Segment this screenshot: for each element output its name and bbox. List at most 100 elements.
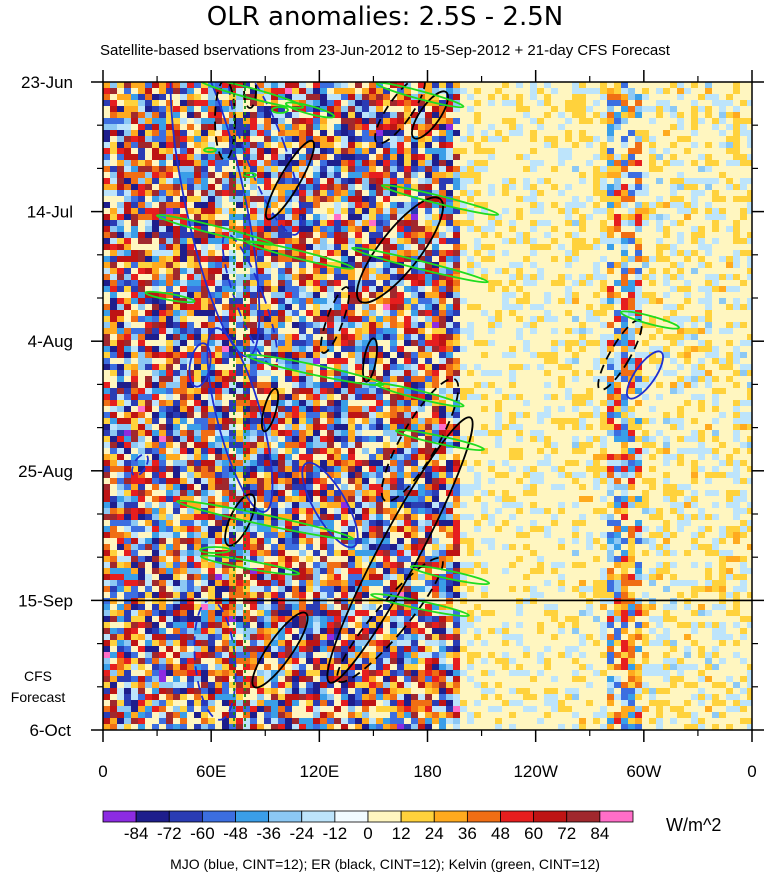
heatmap-cell bbox=[614, 460, 621, 466]
heatmap-cell bbox=[271, 286, 278, 292]
heatmap-cell bbox=[355, 508, 362, 514]
heatmap-cell bbox=[250, 196, 257, 202]
heatmap-cell bbox=[334, 154, 341, 160]
heatmap-cell bbox=[397, 490, 404, 496]
heatmap-cell bbox=[299, 172, 306, 178]
heatmap-cell bbox=[740, 460, 747, 466]
heatmap-cell bbox=[733, 424, 740, 430]
heatmap-cell bbox=[145, 364, 152, 370]
heatmap-cell bbox=[439, 232, 446, 238]
heatmap-cell bbox=[299, 412, 306, 418]
heatmap-cell bbox=[670, 82, 677, 88]
heatmap-cell bbox=[145, 238, 152, 244]
heatmap-cell bbox=[320, 316, 327, 322]
heatmap-cell bbox=[635, 532, 642, 538]
heatmap-cell bbox=[278, 280, 285, 286]
heatmap-cell bbox=[124, 148, 131, 154]
heatmap-cell bbox=[740, 412, 747, 418]
heatmap-cell bbox=[173, 304, 180, 310]
heatmap-cell bbox=[390, 208, 397, 214]
heatmap-cell bbox=[278, 454, 285, 460]
heatmap-cell bbox=[173, 334, 180, 340]
heatmap-cell bbox=[390, 370, 397, 376]
heatmap-cell bbox=[383, 328, 390, 334]
heatmap-cell bbox=[446, 460, 453, 466]
heatmap-cell bbox=[180, 94, 187, 100]
heatmap-cell bbox=[649, 268, 656, 274]
heatmap-cell bbox=[628, 292, 635, 298]
heatmap-cell bbox=[418, 322, 425, 328]
heatmap-cell bbox=[103, 100, 110, 106]
heatmap-cell bbox=[145, 322, 152, 328]
heatmap-cell bbox=[159, 262, 166, 268]
heatmap-cell bbox=[628, 172, 635, 178]
heatmap-cell bbox=[733, 400, 740, 406]
heatmap-cell bbox=[306, 484, 313, 490]
heatmap-cell bbox=[362, 484, 369, 490]
heatmap-cell bbox=[341, 136, 348, 142]
heatmap-cell bbox=[509, 364, 516, 370]
heatmap-cell bbox=[334, 424, 341, 430]
heatmap-cell bbox=[124, 550, 131, 556]
heatmap-cell bbox=[236, 100, 243, 106]
heatmap-cell bbox=[663, 316, 670, 322]
heatmap-cell bbox=[411, 502, 418, 508]
heatmap-cell bbox=[138, 214, 145, 220]
heatmap-cell bbox=[208, 94, 215, 100]
heatmap-cell bbox=[145, 508, 152, 514]
heatmap-cell bbox=[376, 478, 383, 484]
heatmap-cell bbox=[103, 364, 110, 370]
heatmap-cell bbox=[117, 202, 124, 208]
heatmap-cell bbox=[579, 484, 586, 490]
heatmap-cell bbox=[383, 454, 390, 460]
heatmap-cell bbox=[159, 322, 166, 328]
heatmap-cell bbox=[530, 478, 537, 484]
heatmap-cell bbox=[705, 346, 712, 352]
heatmap-cell bbox=[313, 244, 320, 250]
heatmap-cell bbox=[712, 352, 719, 358]
heatmap-cell bbox=[103, 400, 110, 406]
heatmap-cell bbox=[404, 328, 411, 334]
heatmap-cell bbox=[383, 214, 390, 220]
heatmap-cell bbox=[425, 238, 432, 244]
heatmap-cell bbox=[187, 190, 194, 196]
heatmap-cell bbox=[369, 130, 376, 136]
heatmap-cell bbox=[320, 226, 327, 232]
heatmap-cell bbox=[236, 262, 243, 268]
heatmap-cell bbox=[404, 298, 411, 304]
heatmap-cell bbox=[740, 526, 747, 532]
heatmap-cell bbox=[530, 190, 537, 196]
heatmap-cell bbox=[201, 538, 208, 544]
heatmap-cell bbox=[586, 142, 593, 148]
heatmap-cell bbox=[635, 526, 642, 532]
heatmap-cell bbox=[236, 88, 243, 94]
heatmap-cell bbox=[229, 400, 236, 406]
heatmap-cell bbox=[474, 520, 481, 526]
heatmap-cell bbox=[481, 244, 488, 250]
heatmap-cell bbox=[656, 88, 663, 94]
heatmap-cell bbox=[523, 532, 530, 538]
heatmap-cell bbox=[425, 166, 432, 172]
heatmap-cell bbox=[383, 412, 390, 418]
heatmap-cell bbox=[362, 388, 369, 394]
heatmap-cell bbox=[124, 400, 131, 406]
heatmap-cell bbox=[705, 352, 712, 358]
heatmap-cell bbox=[222, 340, 229, 346]
heatmap-cell bbox=[264, 490, 271, 496]
heatmap-cell bbox=[201, 178, 208, 184]
heatmap-cell bbox=[705, 142, 712, 148]
heatmap-cell bbox=[530, 352, 537, 358]
heatmap-cell bbox=[243, 124, 250, 130]
heatmap-cell bbox=[320, 406, 327, 412]
heatmap-cell bbox=[306, 544, 313, 550]
heatmap-cell bbox=[726, 454, 733, 460]
heatmap-cell bbox=[649, 166, 656, 172]
heatmap-cell bbox=[180, 244, 187, 250]
heatmap-cell bbox=[271, 166, 278, 172]
heatmap-cell bbox=[222, 208, 229, 214]
heatmap-cell bbox=[670, 112, 677, 118]
heatmap-cell bbox=[733, 142, 740, 148]
heatmap-cell bbox=[712, 490, 719, 496]
heatmap-cell bbox=[418, 292, 425, 298]
heatmap-cell bbox=[222, 100, 229, 106]
